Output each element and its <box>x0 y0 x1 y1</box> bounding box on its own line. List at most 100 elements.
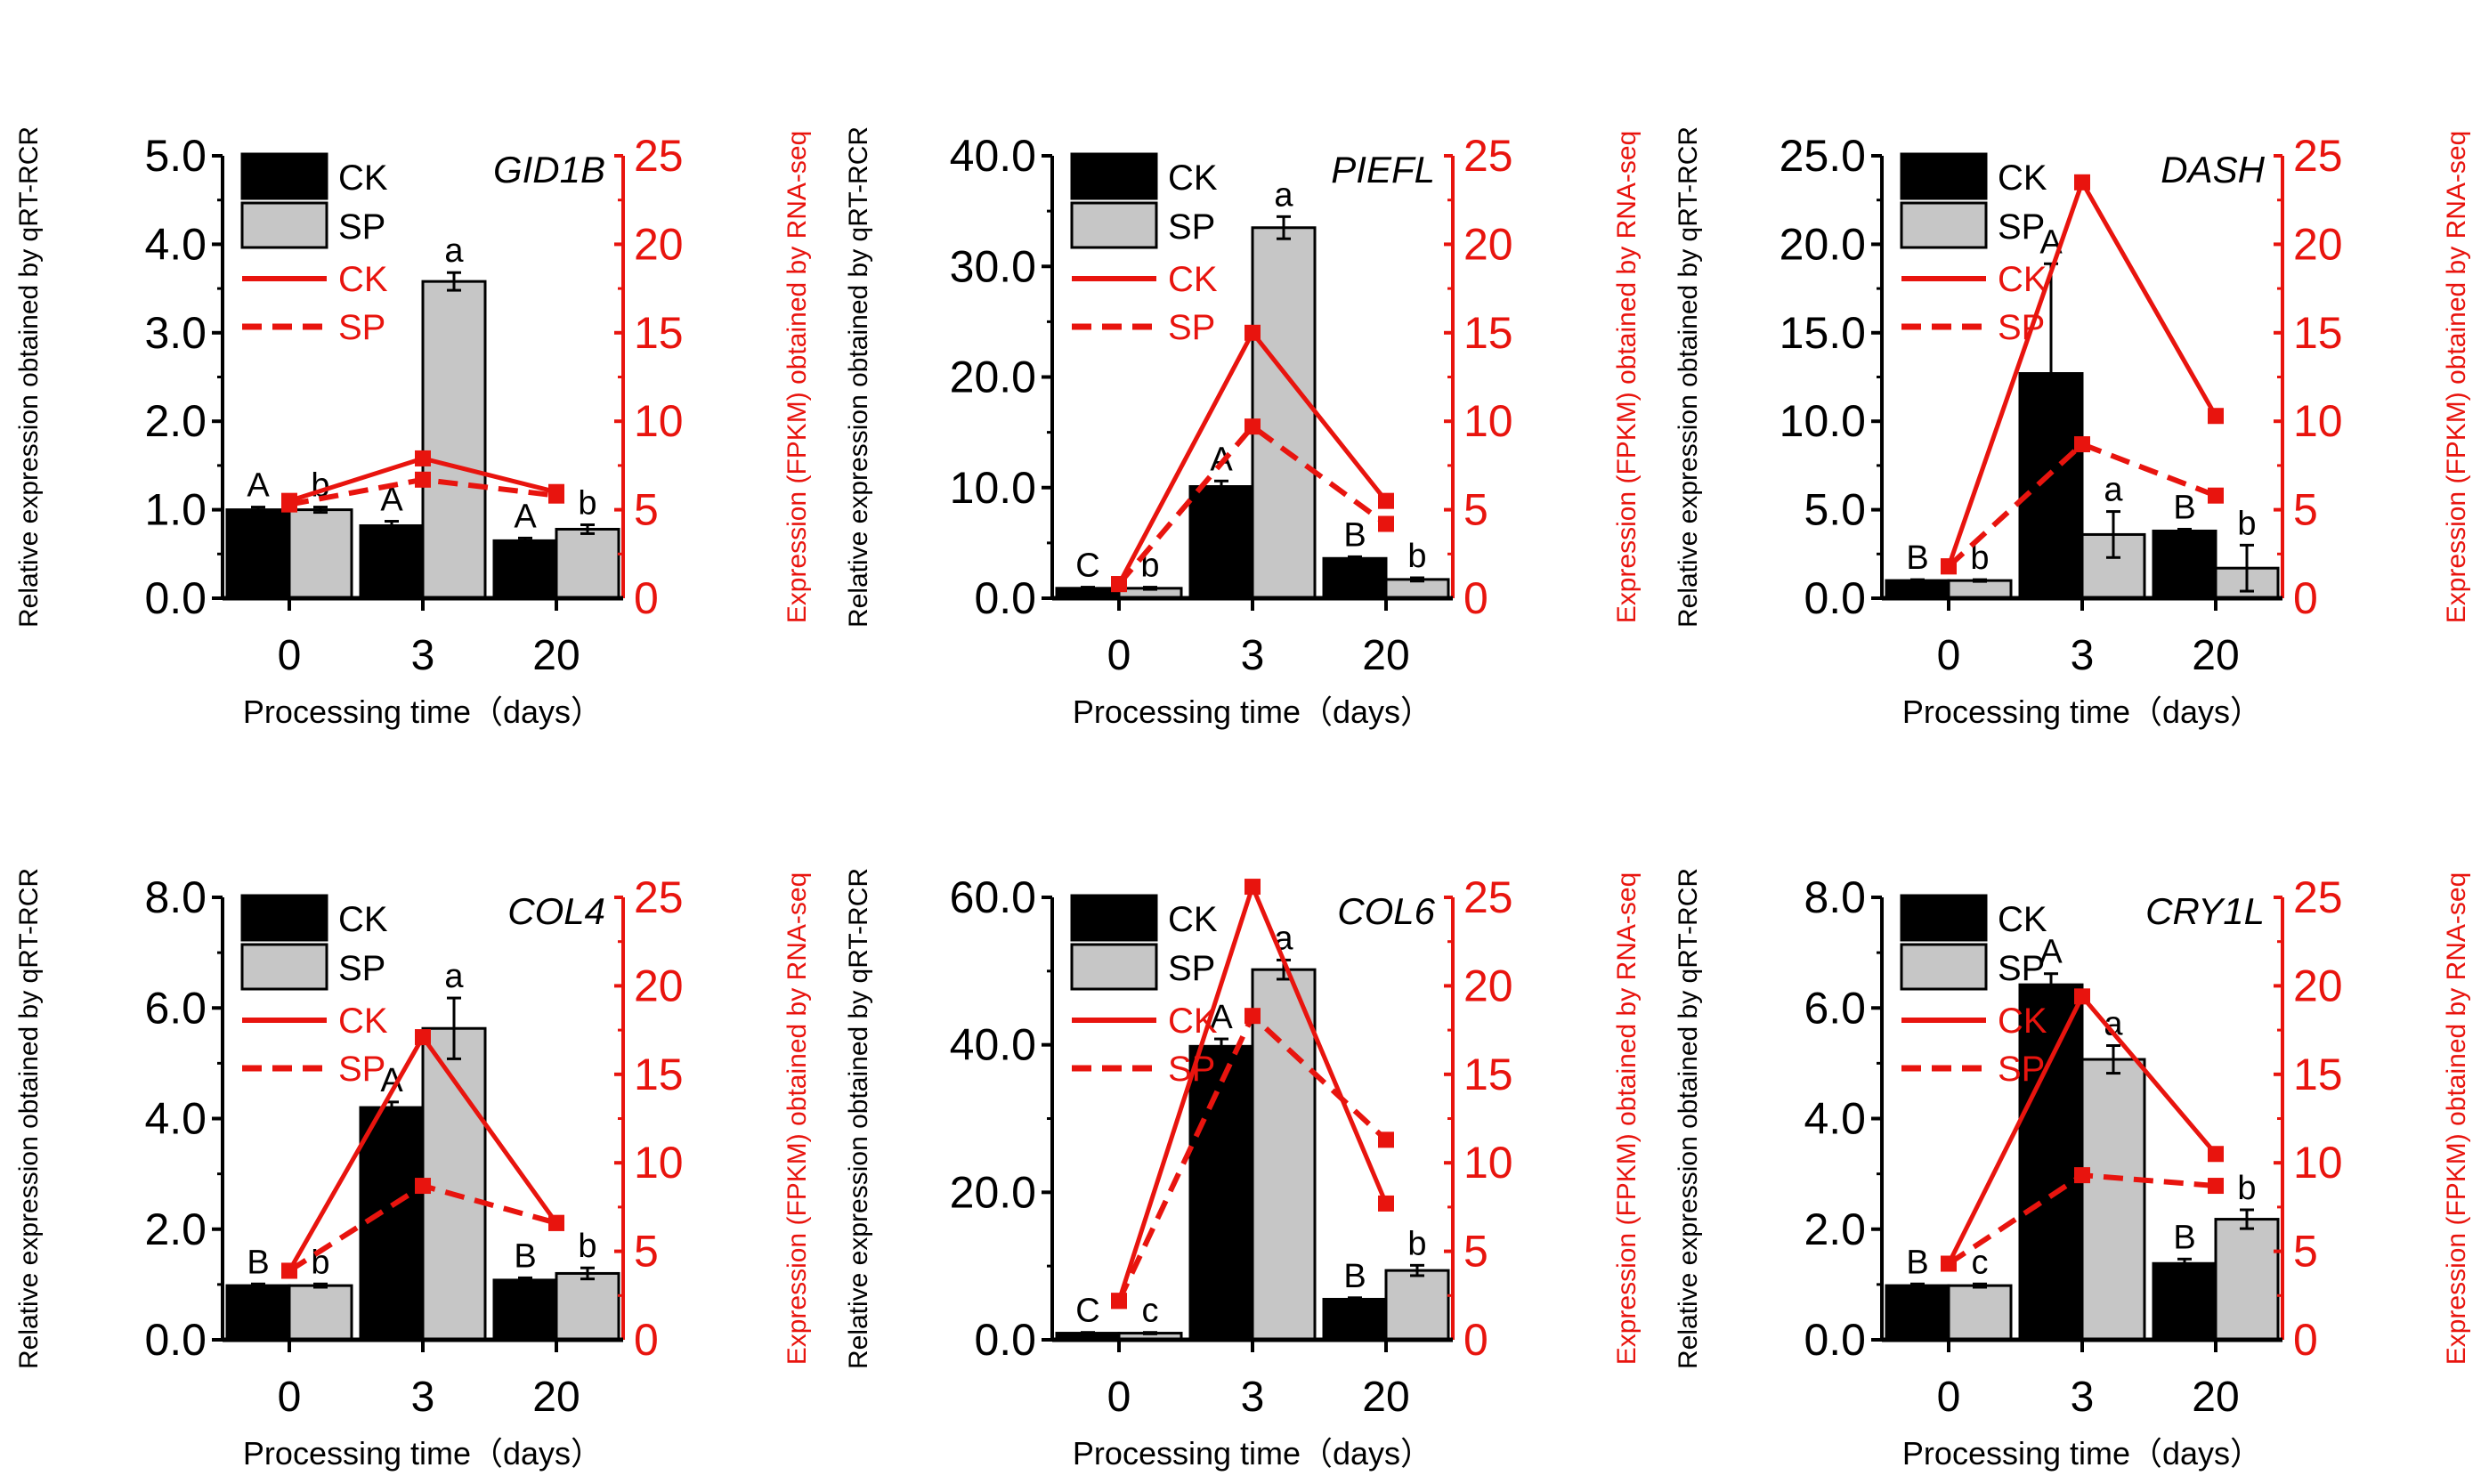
y-tick-label-left: 4.0 <box>144 1094 207 1144</box>
y-tick-label-left: 60.0 <box>950 872 1036 922</box>
x-tick-label: 3 <box>2071 1374 2095 1421</box>
significance-label: C <box>1075 1293 1099 1330</box>
marker-fpkm-sp-20 <box>1378 515 1394 532</box>
bar-sp-3 <box>1251 226 1317 600</box>
x-tick-label: 0 <box>1937 1374 1961 1421</box>
bar-sp-0 <box>288 508 353 600</box>
marker-fpkm-sp-3 <box>2074 1167 2090 1184</box>
legend-label-ck-line: CK <box>1998 260 2047 299</box>
marker-fpkm-sp-20 <box>548 1214 564 1231</box>
x-tick-label: 3 <box>1241 1374 1265 1421</box>
bar-ck-20 <box>1322 556 1388 600</box>
legend-label-sp-bar: SP <box>1168 207 1215 247</box>
bar-sp-0 <box>1947 579 2013 600</box>
y-tick-label-left: 5.0 <box>1804 485 1866 535</box>
significance-label: b <box>578 484 596 522</box>
marker-fpkm-ck-20 <box>2208 1146 2224 1163</box>
y-tick-label-right: 5 <box>2293 485 2318 535</box>
y-tick-label-right: 25 <box>2293 131 2343 181</box>
y-tick-label-left: 20.0 <box>1780 219 1866 269</box>
marker-fpkm-ck-3 <box>2074 988 2090 1005</box>
legend-label-sp-line: SP <box>1168 308 1215 347</box>
legend-label-ck-line: CK <box>1998 1001 2047 1041</box>
marker-fpkm-ck-20 <box>1378 1195 1394 1212</box>
line-fpkm-sp <box>1946 441 2217 569</box>
bar-sp-0 <box>1947 1284 2013 1342</box>
significance-label: B <box>2173 1219 2195 1256</box>
x-axis-title: Processing time（days） <box>243 693 603 730</box>
significance-label: A <box>2039 934 2063 971</box>
legend-label-ck-bar: CK <box>338 900 388 939</box>
bar-ck-3 <box>2018 983 2084 1342</box>
legend-swatch-ck-bar <box>1070 152 1158 200</box>
bar-ck-3 <box>359 523 425 600</box>
legend-label-ck-bar: CK <box>1998 158 2047 198</box>
marker-fpkm-sp-20 <box>2208 487 2224 504</box>
significance-label: B <box>1343 516 1366 554</box>
legend-label-ck-bar: CK <box>1998 900 2047 939</box>
y-axis-title-right: Expression (FPKM) obtained by RNA-seq <box>782 872 812 1366</box>
x-tick-label: 3 <box>411 1374 435 1421</box>
x-tick-label: 20 <box>1362 1374 1409 1421</box>
x-tick-label: 0 <box>278 632 302 679</box>
y-tick-label-left: 2.0 <box>1804 1204 1866 1254</box>
bar-ck-0 <box>225 508 291 600</box>
significance-label: a <box>1274 176 1293 214</box>
chart-svg: B A Bc a b 0.0 2.0 4.0 6.0 8.0 0 5 10 15 20 25 0 3 20 Proce… <box>1674 868 2471 1472</box>
legend-label-sp-bar: SP <box>1168 949 1215 988</box>
legend-label-sp-bar: SP <box>1998 949 2045 988</box>
x-tick-label: 20 <box>532 632 580 679</box>
significance-label: b <box>2237 1170 2256 1207</box>
y-tick-label-left: 8.0 <box>144 872 207 922</box>
y-tick-label-left: 0.0 <box>144 1315 207 1365</box>
marker-fpkm-sp-3 <box>2074 436 2090 453</box>
marker-fpkm-sp-20 <box>1378 1131 1394 1148</box>
line-fpkm-sp <box>1116 423 1388 587</box>
y-tick-label-left: 40.0 <box>950 1020 1036 1070</box>
legend-swatch-ck-bar <box>1900 152 1988 200</box>
bar-ck-0 <box>1885 579 1950 600</box>
bar-ck-20 <box>2152 1261 2217 1342</box>
significance-label: A <box>247 467 270 505</box>
marker-fpkm-sp-3 <box>1244 1008 1261 1025</box>
x-axis-title: Processing time（days） <box>1073 1435 1432 1472</box>
marker-fpkm-ck-3 <box>1244 324 1261 341</box>
bar-sp-0 <box>288 1284 353 1342</box>
significance-label: A <box>514 498 537 535</box>
y-tick-label-left: 20.0 <box>950 1167 1036 1217</box>
x-axis-title: Processing time（days） <box>1902 1435 2262 1472</box>
bar-ck-3 <box>1188 1044 1254 1342</box>
legend-label-sp-line: SP <box>1168 1050 1215 1089</box>
marker-fpkm-sp-3 <box>415 471 431 488</box>
y-axis-title-left: Relative expression obtained by qRT-RCR <box>14 868 44 1369</box>
y-axis-title-right: Expression (FPKM) obtained by RNA-seq <box>2442 131 2471 624</box>
x-tick-label: 20 <box>532 1374 580 1421</box>
y-tick-label-right: 0 <box>1463 573 1488 623</box>
y-tick-label-right: 5 <box>1463 485 1488 535</box>
bar-ck-3 <box>1188 485 1254 600</box>
legend-label-ck-bar: CK <box>1168 158 1218 198</box>
marker-fpkm-sp-20 <box>2208 1178 2224 1195</box>
legend-swatch-ck-bar <box>240 894 328 942</box>
marker-fpkm-sp-20 <box>548 487 564 504</box>
significance-label: B <box>514 1237 536 1275</box>
marker-fpkm-sp-0 <box>1111 1293 1127 1310</box>
significance-label: a <box>444 958 464 995</box>
y-tick-label-right: 25 <box>2293 872 2343 922</box>
y-axis-title-right: Expression (FPKM) obtained by RNA-seq <box>2442 872 2471 1366</box>
bar-ck-0 <box>1885 1284 1950 1342</box>
x-axis-title: Processing time（days） <box>243 1435 603 1472</box>
legend-swatch-ck-bar <box>1070 894 1158 942</box>
bar-sp-20 <box>555 527 620 600</box>
y-tick-label-right: 20 <box>2293 961 2343 1010</box>
significance-label: b <box>578 1228 596 1265</box>
y-tick-label-right: 10 <box>2293 1138 2343 1188</box>
significance-label: a <box>2104 472 2123 509</box>
